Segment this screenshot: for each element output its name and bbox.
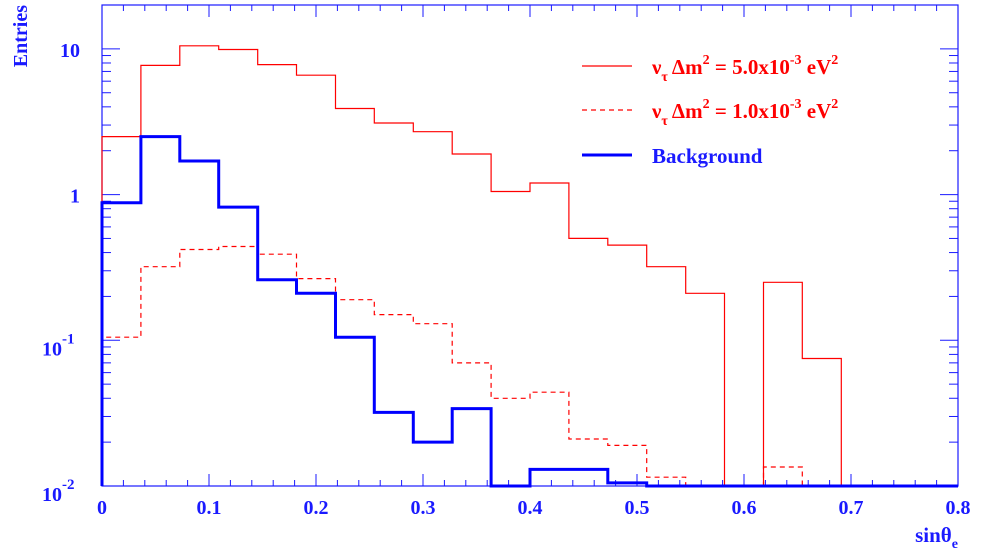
x-tick-label: 0.2 (304, 497, 329, 519)
x-tick-label: 0 (97, 497, 107, 519)
legend-label-dm2_5e-3: ντ Δm2 = 5.0x10-3 eV2 (651, 53, 838, 85)
axis-ticks (101, 4, 959, 487)
x-tick-label: 0.5 (625, 497, 650, 519)
y-axis-label: Entries (10, 5, 32, 67)
x-tick-labels: 0 0.1 0.2 0.3 0.4 0.5 0.6 0.7 0.8 (97, 497, 971, 519)
x-tick-label: 0.7 (839, 497, 864, 519)
legend-label-dm2_1e-3: ντ Δm2 = 1.0x10-3 eV2 (651, 97, 838, 129)
x-tick-label: 0.4 (518, 497, 543, 519)
x-tick-label: 0.8 (946, 497, 971, 519)
y-tick-label: 10-1 (42, 331, 75, 360)
y-tick-label: 10-2 (42, 477, 75, 506)
y-tick-label: 1 (70, 186, 80, 208)
x-tick-label: 0.6 (732, 497, 757, 519)
x-tick-label: 0.1 (197, 497, 222, 519)
series-layer (100, 45, 958, 488)
legend: ντ Δm2 = 5.0x10-3 eV2 ντ Δm2 = 1.0x10-3 e… (582, 53, 838, 168)
x-axis-label: sinθe (915, 523, 958, 552)
x-tick-label: 0.3 (411, 497, 436, 519)
series-line-dm2_5e-3 (101, 45, 958, 487)
legend-label-background: Background (652, 144, 763, 168)
series-line-dm2_1e-3 (101, 245, 958, 487)
y-tick-label: 10 (60, 40, 80, 62)
series-line-background (100, 135, 958, 488)
y-tick-labels: 10 1 10-1 10-2 (42, 40, 80, 506)
